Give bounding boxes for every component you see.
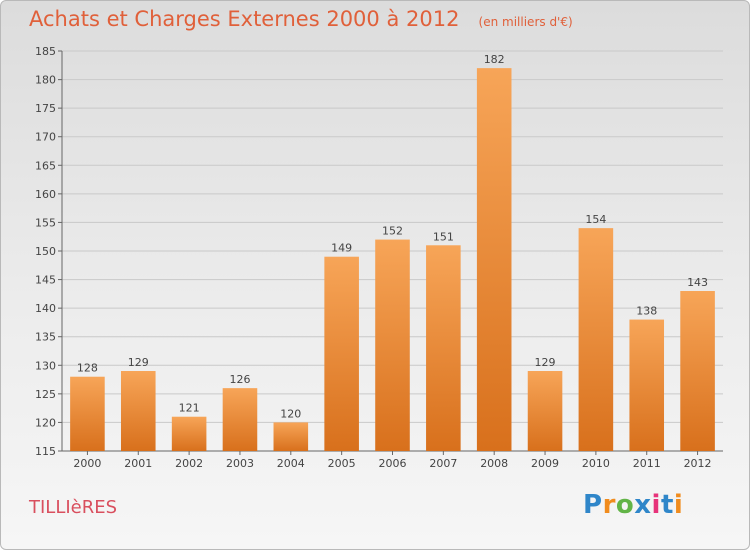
x-tick-label: 2009 — [531, 457, 559, 470]
x-tick-label: 2001 — [124, 457, 152, 470]
data-label: 128 — [77, 362, 98, 375]
data-label: 120 — [280, 407, 301, 420]
data-label: 151 — [433, 230, 454, 243]
data-label: 154 — [585, 213, 606, 226]
bar — [527, 371, 563, 451]
y-axis-ticks: 115 120 125 130 135 140 145 150 155 160 165 170 175 1… — [35, 45, 62, 458]
bar — [426, 245, 461, 451]
x-tick-label: 2004 — [277, 457, 305, 470]
bar — [680, 291, 715, 451]
y-tick-label: 185 — [35, 45, 56, 58]
y-tick-label: 160 — [35, 188, 56, 201]
x-tick-label: 2008 — [480, 457, 508, 470]
bar — [273, 422, 309, 451]
x-tick-label: 2012 — [684, 457, 712, 470]
bar — [120, 371, 156, 451]
bar — [70, 376, 105, 451]
data-label: 126 — [229, 373, 250, 386]
title-block: Achats et Charges Externes 2000 à 2012 (… — [29, 7, 573, 31]
data-label: 121 — [179, 402, 200, 415]
bars — [70, 68, 715, 452]
logo-letter: r — [602, 490, 616, 520]
data-label: 138 — [636, 305, 657, 318]
x-tick-label: 2006 — [379, 457, 407, 470]
x-tick-label: 2000 — [73, 457, 101, 470]
commune-name: TILLIèRES — [29, 497, 118, 518]
bar — [375, 239, 410, 451]
y-tick-label: 130 — [35, 359, 56, 372]
x-tick-label: 2005 — [328, 457, 356, 470]
data-label: 152 — [382, 225, 403, 238]
y-tick-label: 120 — [35, 416, 56, 429]
bar — [629, 319, 665, 451]
x-tick-label: 2002 — [175, 457, 203, 470]
y-tick-label: 155 — [35, 216, 56, 229]
y-tick-label: 115 — [35, 445, 56, 458]
data-label: 149 — [331, 242, 352, 255]
logo-letter: i — [673, 490, 684, 520]
bar — [222, 388, 258, 451]
logo-letter: t — [660, 490, 674, 520]
x-tick-label: 2007 — [429, 457, 457, 470]
data-label: 143 — [687, 276, 708, 289]
logo-letter: P — [583, 490, 603, 520]
bar — [324, 256, 359, 451]
chart-title: Achats et Charges Externes 2000 à 2012 — [29, 7, 460, 31]
logo-letter: x — [634, 490, 652, 520]
x-tick-label: 2010 — [582, 457, 610, 470]
chart-subtitle: (en milliers d'€) — [478, 15, 573, 29]
y-tick-label: 140 — [35, 302, 56, 315]
y-tick-label: 165 — [35, 159, 56, 172]
bar — [171, 416, 207, 451]
y-tick-label: 150 — [35, 245, 56, 258]
y-tick-label: 125 — [35, 388, 56, 401]
proxiti-logo: Proxiti — [583, 490, 683, 520]
y-tick-label: 175 — [35, 102, 56, 115]
data-label: 182 — [484, 53, 505, 66]
logo-letter: o — [615, 490, 635, 520]
bar — [476, 68, 512, 452]
y-tick-label: 135 — [35, 331, 56, 344]
bar — [578, 228, 614, 451]
y-tick-label: 170 — [35, 131, 56, 144]
y-tick-label: 180 — [35, 74, 56, 87]
y-tick-label: 145 — [35, 274, 56, 287]
logo-letter: i — [651, 490, 661, 520]
data-labels: 128 129 121 126 120 149 152 151 182 129 154 138 143 — [77, 53, 708, 420]
data-label: 129 — [128, 356, 149, 369]
x-axis-ticks: 2000 2001 2002 2003 2004 2005 2006 2007 2008 2009… — [73, 451, 712, 470]
x-tick-label: 2003 — [226, 457, 254, 470]
data-label: 129 — [535, 356, 556, 369]
x-tick-label: 2011 — [633, 457, 661, 470]
